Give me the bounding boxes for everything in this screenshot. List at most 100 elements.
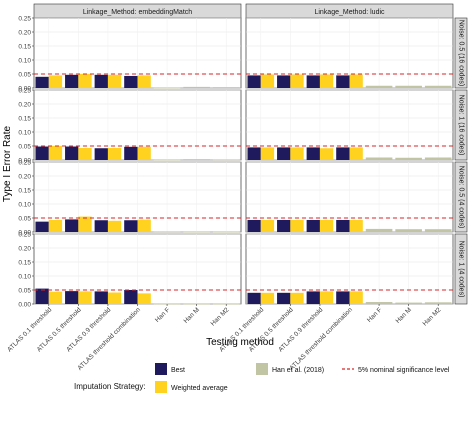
legend-swatch <box>256 363 268 375</box>
legend-title: Imputation Strategy: <box>74 382 146 391</box>
y-tick-label: 0.20 <box>18 173 31 180</box>
bar-han-et-al <box>424 229 452 232</box>
column-strip-label: Linkage_Method: embeddingMatch <box>83 9 192 16</box>
y-tick-label: 0.15 <box>18 259 31 266</box>
bar-weighted-average <box>107 147 122 160</box>
bar-weighted-average <box>290 74 304 88</box>
y-tick-label: 0.05 <box>18 71 31 78</box>
bar-best <box>306 291 320 304</box>
bar-best <box>35 221 49 232</box>
bar-weighted-average <box>78 74 92 88</box>
bar-weighted-average <box>260 147 275 160</box>
bar-best <box>306 75 320 88</box>
row-strip-label: Noise: 0.5 (16 codes) <box>458 20 465 87</box>
bar-weighted-average <box>290 219 304 232</box>
facet-panel: 0.00 0.05 0.10 0.15 0.20 0.25 <box>18 231 242 308</box>
y-tick-label: 0.05 <box>18 143 31 150</box>
bar-best <box>277 292 291 304</box>
bar-weighted-average <box>260 74 275 88</box>
x-tick-label: Han M2 <box>422 306 443 327</box>
bar-han-et-al <box>153 159 181 161</box>
bar-weighted-average <box>319 291 334 304</box>
bar-weighted-average <box>319 148 334 160</box>
bar-weighted-average <box>48 146 63 160</box>
bar-best <box>247 147 261 160</box>
bar-han-et-al <box>153 87 181 89</box>
bar-han-et-al <box>365 85 393 88</box>
y-tick-label: 0.00 <box>18 157 31 164</box>
y-tick-label: 0.00 <box>18 85 31 92</box>
bar-best <box>94 291 108 304</box>
bar-best <box>336 219 350 232</box>
row-strip <box>454 161 468 233</box>
legend-swatch <box>155 381 167 393</box>
bar-best <box>65 219 79 232</box>
bar-weighted-average <box>290 292 304 304</box>
bar-weighted-average <box>78 216 92 232</box>
bar-han-et-al <box>153 231 181 233</box>
bar-han-et-al <box>424 157 452 160</box>
x-tick-label: ATLAS threshold combination <box>76 306 142 372</box>
facet-panel: 0.00 0.05 0.10 0.15 0.20 0.25 <box>18 15 242 92</box>
y-tick-label: 0.00 <box>18 229 31 236</box>
bar-han-et-al <box>395 229 422 232</box>
y-tick-label: 0.15 <box>18 187 31 194</box>
row-strip-label: Noise: 1 (4 codes) <box>458 241 465 298</box>
bar-han-et-al <box>183 159 210 160</box>
legend-item: Han et al. (2018) <box>256 363 324 375</box>
bar-best <box>94 148 108 160</box>
bar-best <box>94 74 108 88</box>
x-tick-label: Han M <box>395 306 413 324</box>
y-tick-label: 0.15 <box>18 115 31 122</box>
facet-panel <box>245 17 454 89</box>
bar-best <box>65 291 79 304</box>
bar-best <box>124 75 138 88</box>
bar-weighted-average <box>319 74 334 88</box>
y-tick-label: 0.20 <box>18 29 31 36</box>
facet-panel: 0.00 0.05 0.10 0.15 0.20 0.25 <box>18 159 242 236</box>
x-tick-label: Han F <box>154 306 171 323</box>
y-tick-label: 0.25 <box>18 15 31 22</box>
y-tick-label: 0.25 <box>18 87 31 94</box>
x-tick-label: Han F <box>366 306 383 323</box>
bar-han-et-al <box>365 302 393 304</box>
bar-best <box>277 75 291 88</box>
bar-han-et-al <box>212 159 240 161</box>
bar-best <box>336 147 350 160</box>
row-strip <box>454 89 468 161</box>
bar-best <box>124 146 138 160</box>
bar-weighted-average <box>78 291 92 304</box>
y-tick-label: 0.20 <box>18 245 31 252</box>
facet-panel <box>245 233 454 305</box>
bar-weighted-average <box>107 220 122 232</box>
bar-weighted-average <box>48 219 63 232</box>
bar-weighted-average <box>107 292 122 304</box>
bar-han-et-al <box>395 85 422 88</box>
bar-han-et-al <box>424 302 452 304</box>
bar-best <box>306 147 320 160</box>
legend-label: Han et al. (2018) <box>272 367 324 374</box>
x-axis-title: Testing method <box>206 337 274 348</box>
bar-weighted-average <box>137 146 151 160</box>
bar-han-et-al <box>395 302 422 304</box>
bar-best <box>247 292 261 304</box>
legend-swatch <box>155 363 167 375</box>
bar-best <box>247 219 261 232</box>
bar-best <box>124 290 138 304</box>
bar-best <box>65 146 79 160</box>
y-tick-label: 0.10 <box>18 57 31 64</box>
facet-panel <box>245 161 454 233</box>
row-strip <box>454 233 468 305</box>
row-strip <box>454 17 468 89</box>
bar-best <box>35 146 49 160</box>
bar-weighted-average <box>349 147 363 160</box>
bar-han-et-al <box>212 87 240 88</box>
bar-han-et-al <box>183 231 210 233</box>
bar-weighted-average <box>137 75 151 88</box>
y-tick-label: 0.00 <box>18 301 31 308</box>
y-tick-label: 0.20 <box>18 101 31 108</box>
y-tick-label: 0.05 <box>18 215 31 222</box>
facet-panel: 0.00 0.05 0.10 0.15 0.20 0.25 <box>18 87 242 164</box>
bar-weighted-average <box>349 74 363 88</box>
